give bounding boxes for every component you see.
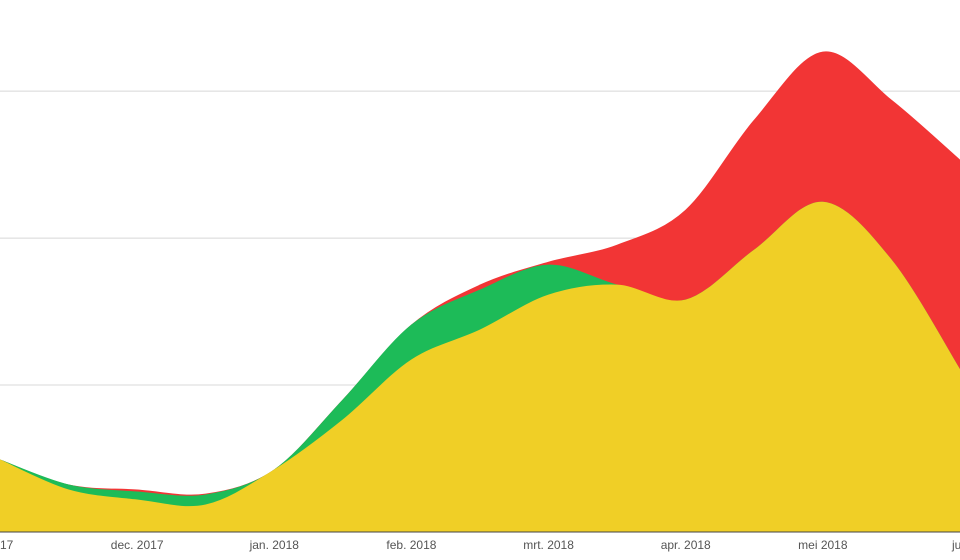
area	[0, 201, 960, 533]
x-tick-label: feb. 2018	[386, 538, 436, 552]
x-tick-label: apr. 2018	[661, 538, 711, 552]
x-tick-label: mrt. 2018	[523, 538, 574, 552]
x-tick-label: mei 2018	[798, 538, 848, 552]
x-tick-label: 2017	[0, 538, 14, 552]
x-tick-label: jan. 2018	[249, 538, 300, 552]
x-tick-label: jun	[951, 538, 960, 552]
x-tick-label: dec. 2017	[111, 538, 164, 552]
